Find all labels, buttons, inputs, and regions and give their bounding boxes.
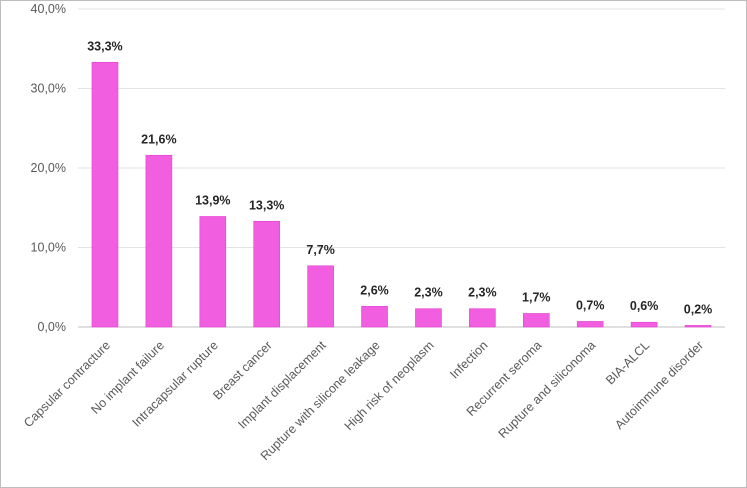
y-tick-label: 10,0% xyxy=(31,241,66,255)
bar xyxy=(684,325,712,328)
bar xyxy=(415,308,442,328)
y-tick-label: 0,0% xyxy=(38,320,67,334)
data-label: 21,6% xyxy=(141,132,176,146)
x-category-label: Infection xyxy=(447,338,490,381)
data-labels: 33,3% 21,6% 13,9% 13,3% 7,7% 2,6% 2,3% 2,3% 1,7%… xyxy=(87,39,712,316)
bar xyxy=(91,61,119,328)
data-label: 2,3% xyxy=(414,286,443,300)
data-label: 0,6% xyxy=(630,299,659,313)
bar xyxy=(576,321,604,328)
x-category-label: Autoimmune disorder xyxy=(612,338,706,432)
bar xyxy=(307,265,334,328)
x-category-label: Rupture and siliconoma xyxy=(496,338,599,441)
bars xyxy=(91,61,712,328)
x-category-label: Capsular contracture xyxy=(21,338,113,430)
bar xyxy=(630,321,658,328)
data-label: 7,7% xyxy=(306,243,335,257)
x-category-label: High risk of neoplasm xyxy=(342,338,437,433)
data-label: 13,3% xyxy=(249,198,284,212)
bar xyxy=(145,154,173,328)
data-label: 1,7% xyxy=(522,290,551,304)
bar xyxy=(469,308,496,328)
y-tick-label: 30,0% xyxy=(31,82,66,96)
bar xyxy=(199,216,227,328)
data-label: 33,3% xyxy=(87,39,122,53)
gridlines xyxy=(78,8,725,328)
bar xyxy=(361,306,388,328)
y-axis-tick-labels: 0,0% 10,0% 20,0% 30,0% 40,0% xyxy=(31,2,66,334)
data-label: 2,6% xyxy=(360,283,389,297)
data-label: 13,9% xyxy=(195,193,230,207)
data-label: 0,2% xyxy=(684,302,713,316)
data-label: 2,3% xyxy=(468,286,497,300)
x-category-label: BIA-ALCL xyxy=(603,338,652,387)
x-category-label: Implant displacement xyxy=(235,338,329,432)
bar xyxy=(253,220,281,328)
y-tick-label: 20,0% xyxy=(31,161,66,175)
bar xyxy=(522,313,550,328)
data-label: 0,7% xyxy=(576,298,605,312)
y-tick-label: 40,0% xyxy=(31,2,66,16)
